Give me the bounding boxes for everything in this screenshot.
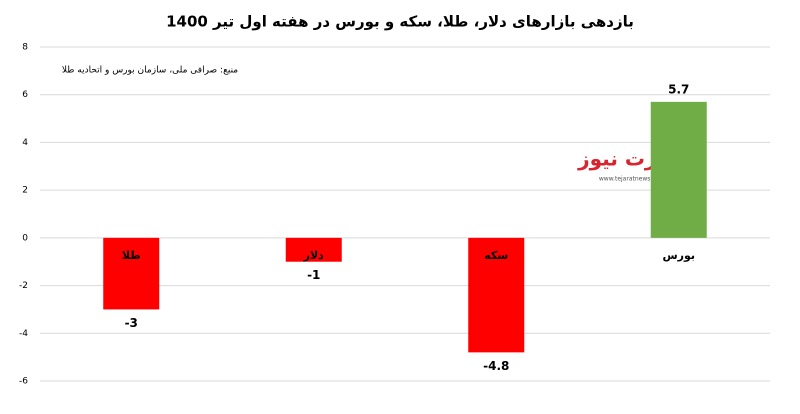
bar bbox=[468, 237, 525, 353]
category-label: دلار bbox=[303, 249, 325, 262]
bar bbox=[103, 237, 160, 310]
watermark-url: www.tejaratnews.com bbox=[599, 176, 665, 183]
value-label: -4.8 bbox=[483, 359, 509, 373]
y-tick-label: 8 bbox=[22, 43, 28, 53]
y-tick-label: -6 bbox=[19, 377, 28, 387]
y-tick-label: 4 bbox=[22, 138, 28, 148]
chart-title: بازدهی بازارهای دلار، طلا، سکه و بورس در… bbox=[166, 13, 634, 31]
value-label: -1 bbox=[307, 268, 320, 282]
y-tick-label: 2 bbox=[22, 186, 28, 196]
y-tick-label: -4 bbox=[19, 329, 28, 339]
y-tick-label: -2 bbox=[19, 281, 28, 291]
value-label: 5.7 bbox=[668, 82, 689, 96]
source-note: منبع: صرافی ملی، سازمان بورس و اتحادیه ط… bbox=[62, 66, 238, 76]
y-tick-label: 6 bbox=[22, 90, 28, 100]
category-label: طلا bbox=[122, 249, 141, 262]
category-label: سکه bbox=[484, 249, 508, 262]
category-label: بورس bbox=[662, 249, 695, 262]
bar bbox=[650, 101, 707, 238]
value-label: -3 bbox=[125, 316, 138, 330]
y-tick-label: 0 bbox=[22, 233, 28, 243]
bar bbox=[285, 237, 342, 262]
